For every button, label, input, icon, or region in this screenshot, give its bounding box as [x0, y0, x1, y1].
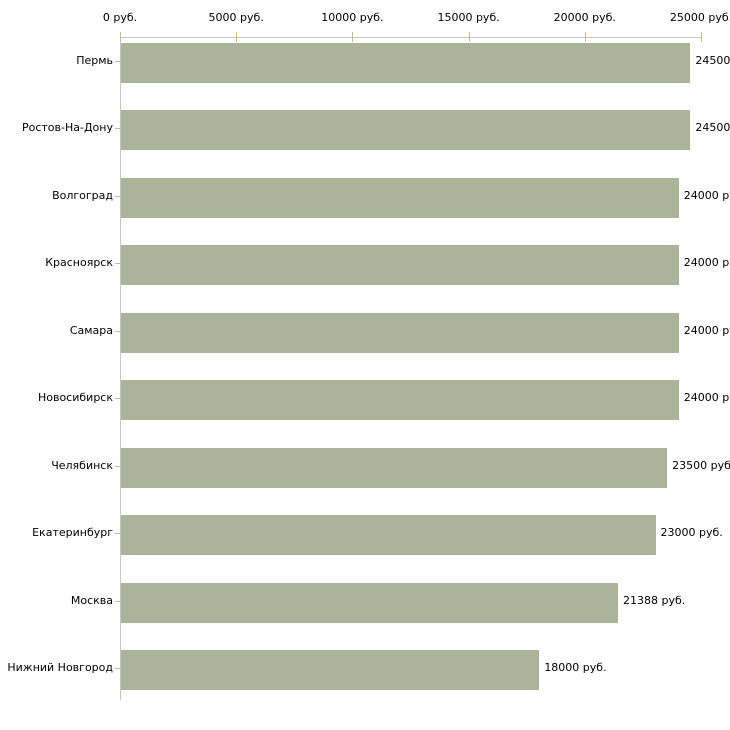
category-label: Волгоград	[52, 188, 113, 202]
value-label: 24000 руб.	[683, 256, 730, 270]
y-axis-tick-mark	[115, 668, 120, 670]
y-axis-tick-mark	[115, 465, 120, 467]
x-axis-tick-label: 0 руб.	[102, 11, 138, 24]
category-label: Пермь	[76, 53, 113, 67]
x-axis-tick-mark	[352, 32, 354, 42]
category-label: Нижний Новгород	[7, 661, 113, 675]
value-label: 24000 руб.	[683, 391, 730, 405]
x-axis-tick-mark	[584, 32, 586, 42]
x-axis-tick-mark	[236, 32, 238, 42]
bar	[121, 650, 540, 691]
bar	[121, 515, 656, 556]
value-label: 24500 руб.	[695, 121, 730, 135]
bar	[121, 582, 619, 623]
value-label: 24500 руб.	[695, 53, 730, 67]
category-label: Екатеринбург	[32, 526, 113, 540]
bar	[121, 312, 679, 353]
x-axis-line	[120, 37, 702, 38]
bar	[121, 42, 691, 83]
x-axis-tick-label: 15000 руб.	[437, 11, 500, 24]
y-axis-tick-mark	[115, 330, 120, 332]
y-axis-tick-mark	[115, 398, 120, 400]
x-axis-tick-mark	[701, 32, 702, 42]
category-label: Москва	[70, 593, 113, 607]
x-axis-tick-label: 5000 руб.	[208, 11, 264, 24]
x-axis-tick-label: 20000 руб.	[553, 11, 616, 24]
category-label: Новосибирск	[37, 391, 113, 405]
bar	[121, 380, 679, 421]
y-axis-tick-mark	[115, 533, 120, 535]
value-label: 24000 руб.	[683, 188, 730, 202]
y-axis-line	[120, 37, 121, 700]
bar	[121, 110, 691, 151]
y-axis-tick-mark	[115, 128, 120, 130]
y-axis-tick-mark	[115, 195, 120, 197]
category-label: Челябинск	[51, 458, 113, 472]
x-axis-tick-mark	[120, 32, 121, 42]
bar	[121, 177, 679, 218]
bar	[121, 245, 679, 286]
value-label: 21388 руб.	[623, 593, 686, 607]
category-label: Ростов-На-Дону	[21, 121, 113, 135]
x-axis-tick-label: 10000 руб.	[321, 11, 384, 24]
x-axis-tick-label: 25000 руб.	[669, 11, 730, 24]
y-axis-tick-mark	[115, 263, 120, 265]
category-label: Красноярск	[45, 256, 113, 270]
value-label: 24000 руб.	[683, 323, 730, 337]
category-label: Самара	[69, 323, 113, 337]
value-label: 18000 руб.	[544, 661, 607, 675]
bar	[121, 447, 668, 488]
value-label: 23500 руб.	[672, 458, 730, 472]
x-axis-tick-mark	[468, 32, 470, 42]
y-axis-tick-mark	[115, 60, 120, 62]
y-axis-tick-mark	[115, 600, 120, 602]
value-label: 23000 руб.	[660, 526, 723, 540]
